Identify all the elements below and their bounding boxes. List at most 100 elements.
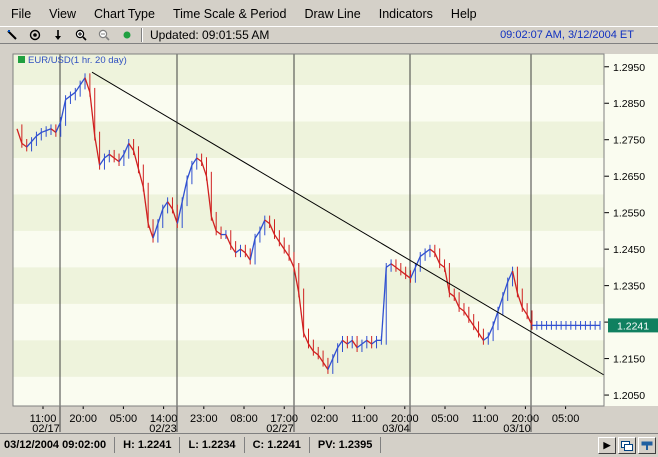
menu-view[interactable]: View <box>49 7 77 21</box>
price-segment <box>492 310 499 326</box>
price-segment <box>162 201 169 210</box>
price-segment <box>137 168 144 188</box>
price-segment <box>89 92 96 137</box>
price-segment <box>132 150 140 170</box>
grid-band <box>13 267 604 304</box>
price-segment <box>123 143 130 155</box>
x-tick-label: 11:00 <box>472 413 499 425</box>
price-segment <box>468 318 475 327</box>
price-segment <box>414 256 421 268</box>
help-icon[interactable] <box>638 437 656 454</box>
menu-draw-line[interactable]: Draw Line <box>304 7 361 21</box>
clock-text: 09:02:07 AM, 3/12/2004 ET <box>500 29 634 41</box>
trendline[interactable] <box>91 71 605 376</box>
price-segment <box>332 347 339 359</box>
window-icon[interactable] <box>618 437 636 454</box>
price-segment <box>487 325 494 337</box>
price-segment <box>405 274 411 279</box>
price-segment <box>230 245 237 254</box>
arrow-down-icon[interactable] <box>46 27 69 43</box>
date-label: 02/23 <box>149 423 177 432</box>
zoom-in-icon[interactable] <box>69 27 92 43</box>
chart-area[interactable]: 1.2950 1.2850 1.2750 1.2650 1.2550 1.2450 1.23… <box>0 44 658 435</box>
x-tick-label: 17:00 <box>270 413 298 425</box>
price-segment <box>511 270 519 294</box>
x-tick-label: 05:00 <box>431 413 459 425</box>
plot-frame <box>12 53 605 407</box>
menu-time-scale-period[interactable]: Time Scale & Period <box>172 7 287 21</box>
price-segment <box>288 256 295 268</box>
x-tick-label: 02:00 <box>311 413 339 425</box>
price-segment <box>84 77 91 93</box>
price-segment <box>390 263 397 268</box>
price-segment <box>317 354 324 363</box>
menu-file[interactable]: File <box>11 7 32 21</box>
price-segment <box>94 135 101 166</box>
scroll-right-icon[interactable]: ▶ <box>598 437 616 454</box>
price-segment <box>60 99 67 122</box>
price-segment <box>225 234 232 246</box>
price-segment <box>254 230 261 239</box>
status-close: C: 1.2241 <box>245 437 310 453</box>
price-segment <box>36 131 42 137</box>
status-high: H: 1.2241 <box>115 437 181 453</box>
status-pv: PV: 1.2395 <box>310 437 382 453</box>
price-segment <box>356 343 363 349</box>
x-tick-label: 11:00 <box>30 413 57 425</box>
x-tick-label: 05:00 <box>552 413 580 425</box>
price-segment <box>244 252 251 261</box>
price-segment <box>342 339 348 345</box>
price-segment <box>171 208 178 224</box>
price-segment <box>322 361 329 370</box>
price-segment <box>449 292 455 298</box>
date-label: 03/10 <box>503 423 531 432</box>
pen-icon[interactable] <box>0 27 23 43</box>
legend-label: EUR/USD(1 hr. 20 day) <box>28 55 127 66</box>
price-segment <box>128 143 135 152</box>
price-segment <box>424 248 431 254</box>
price-segment <box>108 153 115 159</box>
price-segment <box>142 187 149 224</box>
price-segment <box>483 336 489 341</box>
price-segment <box>240 248 246 254</box>
price-segment <box>463 310 470 319</box>
price-segment <box>249 238 256 261</box>
price-chart[interactable]: 1.2950 1.2850 1.2750 1.2650 1.2550 1.2450 1.23… <box>0 44 658 435</box>
date-label: 03/04 <box>382 423 410 432</box>
x-tick-label: 20:00 <box>391 413 419 425</box>
price-segment <box>41 129 47 134</box>
updated-text: Updated: 09:01:55 AM <box>150 28 270 42</box>
price-segment <box>157 208 164 224</box>
toolbar: Updated: 09:01:55 AM 09:02:07 AM, 3/12/2… <box>0 26 658 44</box>
price-segment <box>26 141 33 148</box>
y-tick-label: 1.2450 <box>613 244 645 256</box>
menu-indicators[interactable]: Indicators <box>378 7 433 21</box>
price-segment <box>200 161 208 177</box>
price-segment <box>395 266 402 272</box>
price-segment <box>273 234 280 243</box>
price-segment <box>259 219 266 232</box>
menu-chart-type[interactable]: Chart Type <box>94 7 155 21</box>
price-segment <box>264 219 271 225</box>
y-tick-label: 1.2150 <box>613 354 645 366</box>
status-low: L: 1.2234 <box>180 437 245 453</box>
price-segment <box>99 157 105 166</box>
price-segment <box>507 270 514 283</box>
price-segment <box>181 179 188 202</box>
target-icon[interactable] <box>23 27 46 43</box>
price-segment <box>478 332 484 341</box>
price-segment <box>497 296 504 312</box>
price-segment <box>303 332 310 345</box>
price-segment <box>419 252 426 257</box>
status-dot-icon <box>115 27 138 43</box>
zoom-out-icon[interactable] <box>92 27 115 43</box>
x-tick-label: 11:00 <box>351 413 378 425</box>
price-segment <box>167 201 174 210</box>
menu-help[interactable]: Help <box>450 7 477 21</box>
y-tick-label: 1.2750 <box>613 135 645 147</box>
price-segment <box>152 223 159 239</box>
x-tick-label: 20:00 <box>512 413 540 425</box>
y-tick-label: 1.2050 <box>613 390 645 402</box>
price-segment <box>235 248 241 254</box>
last-value-label: 1.2241 <box>617 320 649 332</box>
